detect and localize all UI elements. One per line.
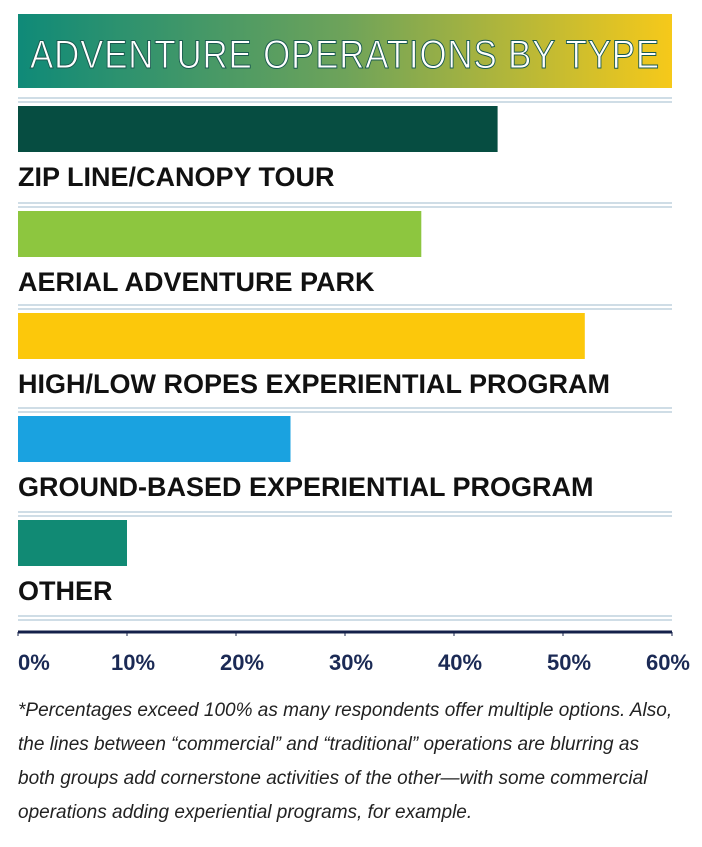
title-banner [18, 14, 672, 88]
bar [18, 416, 291, 462]
bar [18, 106, 498, 152]
category-label: ZIP LINE/CANOPY TOUR [18, 162, 335, 192]
footnote: the lines between “commercial” and “trad… [18, 734, 639, 755]
bar [18, 313, 585, 359]
category-label: GROUND-BASED EXPERIENTIAL PROGRAM [18, 472, 594, 502]
category-label: AERIAL ADVENTURE PARK [18, 267, 375, 297]
bar [18, 211, 422, 257]
footnote: operations adding experiential programs,… [18, 802, 472, 823]
footnote: both groups add cornerstone activities o… [18, 768, 648, 789]
category-label: HIGH/LOW ROPES EXPERIENTIAL PROGRAM [18, 369, 610, 399]
chart-title: ADVENTURE OPERATIONS BY TYPE [30, 33, 660, 77]
category-label: OTHER [18, 576, 113, 606]
footnote: *Percentages exceed 100% as many respond… [18, 700, 672, 721]
x-tick-label: 10% [111, 650, 155, 675]
x-tick-label: 50% [547, 650, 591, 675]
bar [18, 520, 127, 566]
x-tick-label: 40% [438, 650, 482, 675]
x-tick-label: 30% [329, 650, 373, 675]
x-tick-label: 60% [646, 650, 690, 675]
x-tick-label: 0% [18, 650, 50, 675]
x-tick-label: 20% [220, 650, 264, 675]
